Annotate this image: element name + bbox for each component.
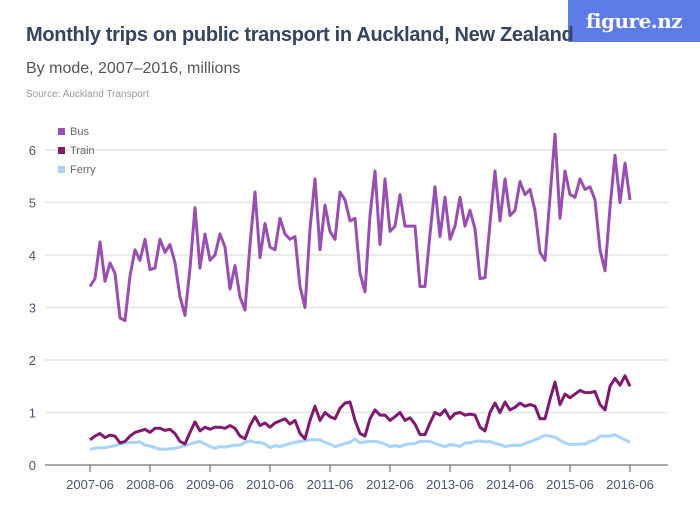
legend-swatch-bus	[58, 128, 65, 135]
y-tick-label: 0	[29, 458, 36, 473]
x-tick-label: 2009-06	[186, 477, 234, 492]
chart-subtitle: By mode, 2007–2016, millions	[26, 60, 241, 77]
legend-swatch-train	[58, 147, 65, 154]
x-tick-label: 2011-06	[307, 477, 354, 492]
x-tick-label: 2008-06	[126, 477, 174, 492]
legend-label-train: Train	[70, 145, 95, 157]
y-tick-label: 1	[29, 406, 36, 421]
x-tick-label: 2015-06	[546, 477, 594, 492]
y-tick-label: 5	[29, 196, 36, 211]
series-line-bus	[88, 132, 632, 323]
x-tick-label: 2010-06	[246, 477, 294, 492]
series-line-ferry	[89, 433, 631, 451]
x-tick-label: 2016-06	[606, 477, 654, 492]
x-tick-label: 2007-06	[66, 477, 114, 492]
chart-title: Monthly trips on public transport in Auc…	[26, 24, 574, 46]
x-tick-label: 2012-06	[366, 477, 414, 492]
y-tick-label: 4	[29, 248, 36, 263]
y-tick-label: 2	[29, 353, 36, 368]
legend-label-bus: Bus	[70, 126, 89, 138]
y-tick-label: 3	[29, 301, 36, 316]
x-tick-label: 2013-06	[426, 477, 474, 492]
x-tick-label: 2014-06	[486, 477, 534, 492]
figure-nz-logo[interactable]: figure.nz	[568, 0, 700, 42]
legend-swatch-ferry	[58, 166, 65, 173]
series-line-train	[89, 374, 632, 446]
chart-source: Source: Auckland Transport	[26, 89, 149, 100]
legend-label-ferry: Ferry	[70, 164, 96, 176]
y-tick-label: 6	[29, 143, 36, 158]
